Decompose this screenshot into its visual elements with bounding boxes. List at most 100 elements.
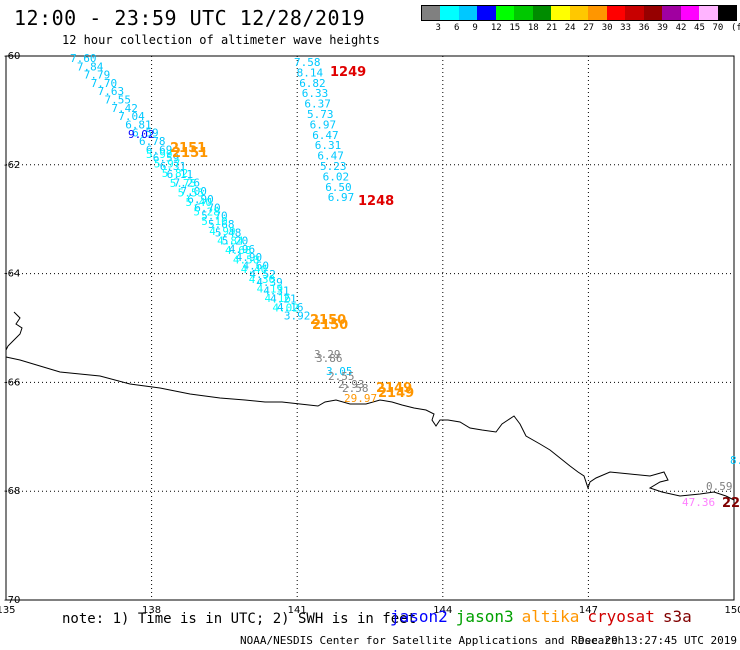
wave-height-value: 4.50: [233, 254, 260, 267]
legend-swatch: [699, 6, 718, 20]
latitude-tick-label: -70: [4, 595, 20, 606]
wave-height-value: 5.23: [320, 160, 347, 173]
wave-height-value: 4.99: [209, 225, 236, 238]
legend-tick-label: 21: [546, 23, 558, 33]
satellite-legend-item: jason3: [455, 607, 514, 626]
wave-height-value: 4.16: [265, 292, 292, 305]
wave-height-value: 6.82: [299, 77, 326, 90]
legend-swatch: [477, 6, 496, 20]
credit-agency: NOAA/NESDIS Center for Satellite Applica…: [240, 634, 625, 647]
wave-height-value: 4.84: [217, 234, 244, 247]
wave-height-value: 6.81: [125, 118, 152, 131]
legend-tick-label: 27: [583, 23, 595, 33]
legend-tick-label: 12: [490, 23, 502, 33]
pass-number-label: 2149: [376, 381, 412, 396]
wave-height-value: 6.31: [315, 139, 342, 152]
wave-height-value: 6.02: [323, 170, 350, 183]
longitude-tick-label: 150: [724, 605, 740, 616]
longitude-tick-label: 138: [142, 605, 161, 616]
wave-height-value: 6.50: [325, 181, 352, 194]
wave-height-value: 7.00: [180, 185, 207, 198]
wave-height-value: 5.82: [162, 167, 189, 180]
legend-tick-label: 42: [675, 23, 687, 33]
wave-height-value: 4.21: [270, 293, 297, 306]
wave-height-value: 6.78: [139, 135, 166, 148]
satellite-legend-item: jason2: [390, 607, 448, 626]
pass-number-label: 1248: [358, 194, 394, 209]
wave-height-value: 6.11: [167, 168, 194, 181]
wave-height-value: 6.90: [187, 193, 214, 206]
legend-tick-label: 36: [638, 23, 650, 33]
legend-swatch: [680, 6, 700, 20]
wave-height-value: 4.02: [272, 302, 299, 315]
wave-height-value: 4.90: [236, 251, 263, 264]
wave-height-value: 4.19: [257, 282, 284, 295]
pass-number-label: 2150: [310, 313, 346, 328]
map-title: 12:00 - 23:59 UTC 12/28/2019: [14, 6, 366, 30]
legend-tick-label: 30: [601, 23, 613, 33]
satellite-legend-item: cryosat: [587, 607, 655, 626]
wave-height-value: 7.60: [70, 52, 97, 65]
satellite-legend: jason2 jason3 altika cryosat s3a: [390, 607, 700, 626]
wave-height-value: 6.97: [328, 191, 355, 204]
wave-height-value: 5.10: [201, 215, 228, 228]
legend-tick-label: 33: [620, 23, 632, 33]
wave-height-value: 47.36: [682, 496, 715, 509]
wave-height-value: 3.92: [284, 309, 311, 322]
wave-height-value: 5.99: [146, 148, 173, 161]
wave-height-value: 7.26: [174, 177, 201, 190]
wave-height-value: 6.37: [304, 98, 331, 111]
legend-swatch: [514, 6, 533, 20]
map-subtitle: 12 hour collection of altimeter wave hei…: [62, 33, 380, 47]
latitude-tick-label: -68: [4, 486, 20, 497]
wave-height-value: 5.48: [215, 226, 242, 239]
wave-height-value: 8.14: [297, 66, 324, 79]
satellite-legend-item: altika: [521, 607, 580, 626]
wave-height-value: 6.59: [153, 152, 180, 165]
latitude-tick-label: -66: [4, 377, 20, 388]
wave-height-value: 4.60: [243, 260, 270, 273]
pass-number-label: 22: [722, 496, 740, 511]
legend-tick-label: 15: [509, 23, 521, 33]
pass-number-label: 1249: [330, 65, 366, 80]
wave-height-value: 6.59: [132, 127, 159, 140]
graticule: 135 138 141 144 147 150 -60 -62 -64 -66 -68 -70: [0, 51, 740, 616]
wave-height-value: 7.63: [98, 85, 125, 98]
wave-height-value: 7.79: [84, 69, 111, 82]
pass-number-label: 2149: [378, 386, 414, 401]
units-note: note: 1) Time is in UTC; 2) SWH is in fe…: [62, 611, 417, 627]
pass-number-label: 2151: [172, 146, 208, 161]
wave-height-value: 3.86: [316, 352, 343, 365]
latitude-tick-label: -64: [4, 269, 20, 280]
pass-number-label: 2150: [312, 318, 348, 333]
wave-height-value: 5.55: [178, 186, 205, 199]
wave-height-value: 8.: [730, 454, 740, 467]
wave-height-value: 7.55: [105, 94, 132, 107]
wave-height-value: 4.68: [225, 244, 252, 257]
wave-height-value: 9.02: [128, 128, 155, 141]
wave-height-value: 5.68: [208, 218, 235, 231]
wave-height-value: 7.84: [77, 60, 104, 73]
longitude-tick-label: 147: [579, 605, 598, 616]
wave-height-value: 4.39: [256, 276, 283, 289]
wave-height-value: 2.93: [338, 378, 365, 391]
latitude-tick-label: -60: [4, 51, 20, 62]
wave-height-value: 3.05: [326, 365, 353, 378]
wave-height-value: 5.75: [170, 177, 197, 190]
wave-height-value: 5.73: [307, 108, 334, 121]
wave-height-value: 4.96: [229, 243, 256, 256]
wave-height-value: 3.29: [314, 348, 341, 361]
wave-height-value: 5.70: [201, 210, 228, 223]
legend-tick-label: 39: [657, 23, 668, 33]
longitude-tick-label: 141: [288, 605, 307, 616]
legend-tick-label: 18: [527, 23, 539, 33]
wave-height-value: 7.42: [111, 102, 137, 115]
legend-swatch: [588, 6, 607, 20]
satellite-legend-item: s3a: [662, 607, 692, 626]
wave-height-value: 6.69: [146, 143, 173, 156]
legend-swatch: [458, 6, 478, 20]
